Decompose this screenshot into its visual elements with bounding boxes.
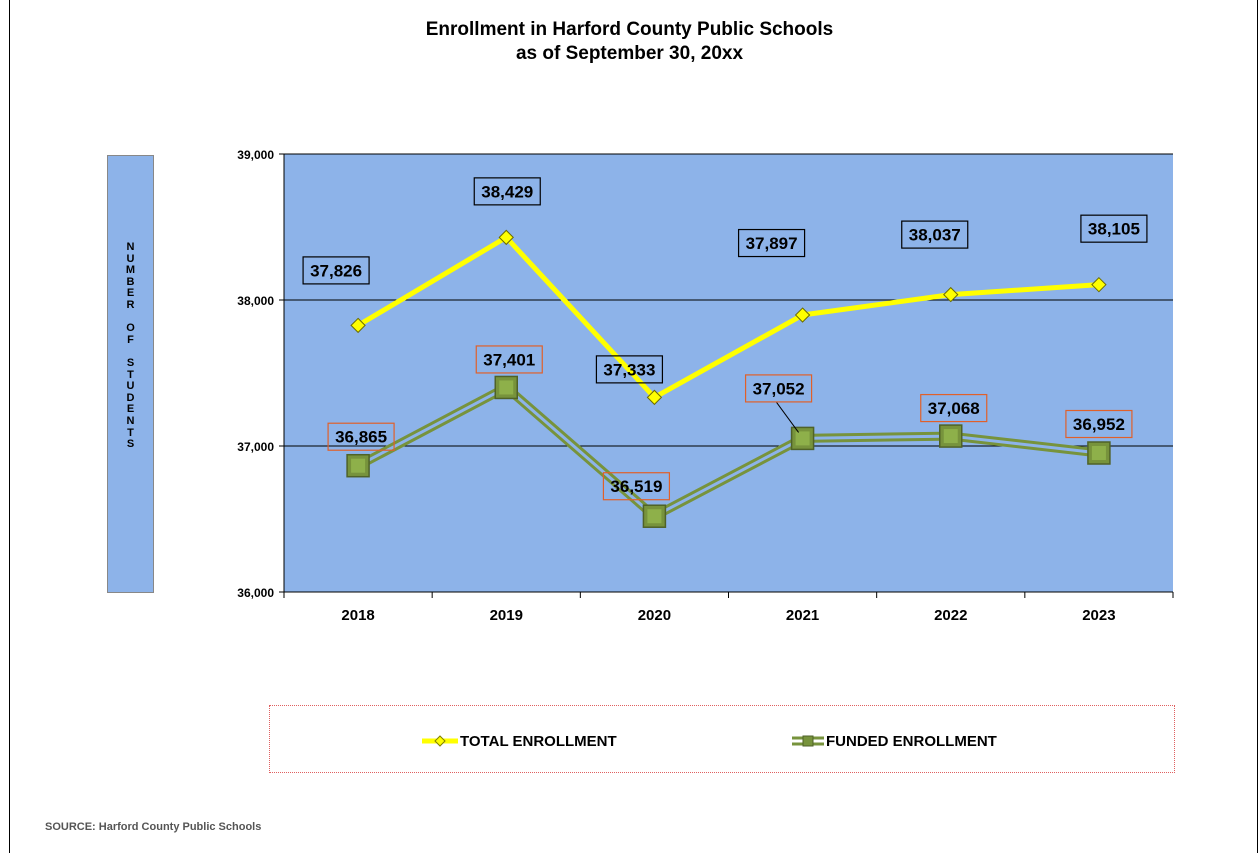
legend-swatch-total <box>422 735 458 747</box>
point-total <box>350 317 366 334</box>
data-label-funded-box <box>744 374 813 403</box>
data-label-funded-box <box>1065 409 1133 439</box>
y-axis-label: N U M B E R O F S T U D E N T S <box>125 241 136 451</box>
x-tick-label: 2019 <box>490 607 523 624</box>
data-label-total-box <box>302 256 370 285</box>
y-tick-label: 38,000 <box>237 294 274 308</box>
y-tick-label: 39,000 <box>237 148 274 162</box>
point-funded-highlight <box>943 429 958 444</box>
legend-label-total: TOTAL ENROLLMENT <box>460 732 617 750</box>
x-tick-label: 2020 <box>638 607 671 624</box>
point-funded-highlight <box>795 431 810 446</box>
point-funded-highlight <box>351 458 366 473</box>
data-label-total: 37,333 <box>603 360 655 379</box>
legend-item-total: TOTAL ENROLLMENT <box>422 732 617 750</box>
y-tick-label: 37,000 <box>237 440 274 454</box>
point-funded-highlight <box>499 380 514 395</box>
y-axis-label-box: N U M B E R O F S T U D E N T S <box>107 155 154 593</box>
plot-area <box>284 154 1173 592</box>
data-label-total-box <box>473 177 541 206</box>
point-total <box>1091 276 1107 293</box>
data-label-funded: 37,052 <box>753 379 805 398</box>
data-label-funded-box <box>327 422 395 451</box>
data-label-funded: 37,401 <box>483 350 535 369</box>
legend: TOTAL ENROLLMENT FUNDED ENROLLMENT <box>269 705 1175 773</box>
data-label-total-box <box>901 220 969 249</box>
series-line-funded-inner <box>357 385 1100 519</box>
leader-line <box>776 402 799 433</box>
point-total <box>646 389 663 406</box>
chart-subtitle: as of September 30, 20xx <box>515 43 744 64</box>
data-label-total-box <box>1080 214 1148 243</box>
data-label-funded-box <box>920 393 988 423</box>
point-total <box>794 307 811 323</box>
legend-swatch-funded <box>792 735 824 747</box>
series-line-total <box>356 234 1100 400</box>
x-tick-label: 2022 <box>934 607 967 624</box>
data-label-funded: 37,068 <box>928 399 980 418</box>
data-label-funded: 36,952 <box>1073 415 1125 434</box>
chart-title: Enrollment in Harford County Public Scho… <box>425 19 834 40</box>
data-label-total: 37,826 <box>310 261 362 280</box>
x-tick-label: 2018 <box>341 607 374 624</box>
legend-label-funded: FUNDED ENROLLMENT <box>826 732 997 750</box>
data-label-funded-box <box>602 472 671 501</box>
x-tick-label: 2023 <box>1082 607 1115 624</box>
data-label-funded: 36,865 <box>335 428 387 447</box>
point-funded-highlight <box>1091 446 1106 461</box>
data-label-total: 37,897 <box>746 234 798 253</box>
point-total <box>498 229 514 246</box>
data-label-funded-box <box>475 345 543 374</box>
x-tick-label: 2021 <box>786 607 819 624</box>
data-label-total: 38,429 <box>481 182 533 201</box>
legend-item-funded: FUNDED ENROLLMENT <box>792 732 997 750</box>
data-label-total: 38,105 <box>1088 220 1140 239</box>
point-funded-highlight <box>647 509 662 524</box>
data-label-total-box <box>737 228 806 258</box>
source-note: SOURCE: Harford County Public Schools <box>45 821 262 833</box>
point-total <box>943 286 959 303</box>
y-tick-label: 36,000 <box>237 586 274 600</box>
chart-frame <box>9 0 1258 853</box>
data-label-total-box <box>595 355 664 384</box>
chart-title-block: Enrollment in Harford County Public Scho… <box>0 18 1259 66</box>
line-chart: 36,000 37,000 38,000 39,000 2018 2019 2020 2021… <box>237 148 1174 624</box>
data-label-total: 38,037 <box>909 226 961 245</box>
data-label-funded: 36,519 <box>610 477 662 496</box>
